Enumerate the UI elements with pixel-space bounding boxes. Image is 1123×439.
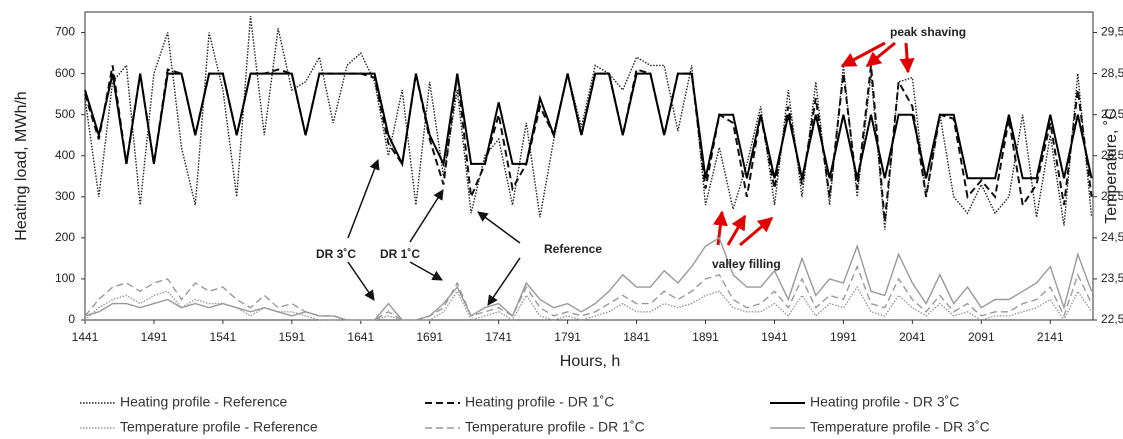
y2-axis-title: Temperature, ˚C xyxy=(1103,108,1120,224)
plot-frame xyxy=(84,11,1094,321)
y2-tick-label: 22,5 xyxy=(1101,312,1123,326)
legend-label: Heating profile - DR 1˚C xyxy=(465,394,614,410)
y-tick-label: 200 xyxy=(55,230,75,244)
annotation: DR 3˚C xyxy=(316,247,356,261)
x-tick-label: 1691 xyxy=(416,330,443,344)
x-tick-label: 2091 xyxy=(968,330,995,344)
y-tick-label: 500 xyxy=(55,107,75,121)
y-tick-label: 400 xyxy=(55,148,75,162)
y2-tick-label: 29,5 xyxy=(1101,25,1123,39)
series-line xyxy=(84,264,1093,321)
y2-tick-label: 27,5 xyxy=(1101,107,1123,121)
annotation-arrows xyxy=(347,41,915,306)
y2-tick-label: 26,5 xyxy=(1101,148,1123,162)
series-line xyxy=(84,72,1093,180)
x-tick-label: 1441 xyxy=(72,330,99,344)
legend-label: Temperature profile - Reference xyxy=(120,419,318,435)
x-tick-label: 1591 xyxy=(278,330,305,344)
y-tick-label: 300 xyxy=(55,189,75,203)
series-line xyxy=(84,285,1093,322)
x-tick-label: 2141 xyxy=(1037,330,1064,344)
x-tick-label: 2041 xyxy=(899,330,926,344)
x-tick-label: 1791 xyxy=(554,330,581,344)
annotation: Reference xyxy=(544,242,602,256)
series-line xyxy=(84,65,1093,222)
legend-label: Heating profile - Reference xyxy=(120,394,288,410)
annotation: valley filling xyxy=(712,257,781,271)
y-tick-label: 100 xyxy=(55,271,75,285)
series-line xyxy=(84,16,1093,230)
y-tick-label: 0 xyxy=(68,312,75,326)
y2-tick-label: 28,5 xyxy=(1101,66,1123,80)
legend-label: Temperature profile - DR 1˚C xyxy=(465,419,645,435)
annotation: DR 1˚C xyxy=(380,247,420,261)
y-tick-label: 700 xyxy=(55,25,75,39)
x-tick-label: 1741 xyxy=(485,330,512,344)
x-tick-label: 1941 xyxy=(761,330,788,344)
x-tick-label: 1541 xyxy=(210,330,237,344)
y-axis-title: Heating load, MWh/h xyxy=(13,91,30,240)
y2-tick-label: 23,5 xyxy=(1101,271,1123,285)
x-tick-label: 1841 xyxy=(623,330,650,344)
legend-label: Temperature profile - DR 3˚C xyxy=(810,419,990,435)
y-tick-label: 600 xyxy=(55,66,75,80)
x-tick-label: 1891 xyxy=(692,330,719,344)
legend-label: Heating profile - DR 3˚C xyxy=(810,394,959,410)
x-tick-label: 1491 xyxy=(141,330,168,344)
series-line xyxy=(84,236,1093,321)
y2-tick-label: 24,5 xyxy=(1101,230,1123,244)
x-tick-label: 1991 xyxy=(830,330,857,344)
x-tick-label: 1641 xyxy=(347,330,374,344)
annotation: peak shaving xyxy=(890,25,966,39)
x-axis-title: Hours, h xyxy=(560,353,620,370)
y2-tick-label: 25,5 xyxy=(1101,189,1123,203)
